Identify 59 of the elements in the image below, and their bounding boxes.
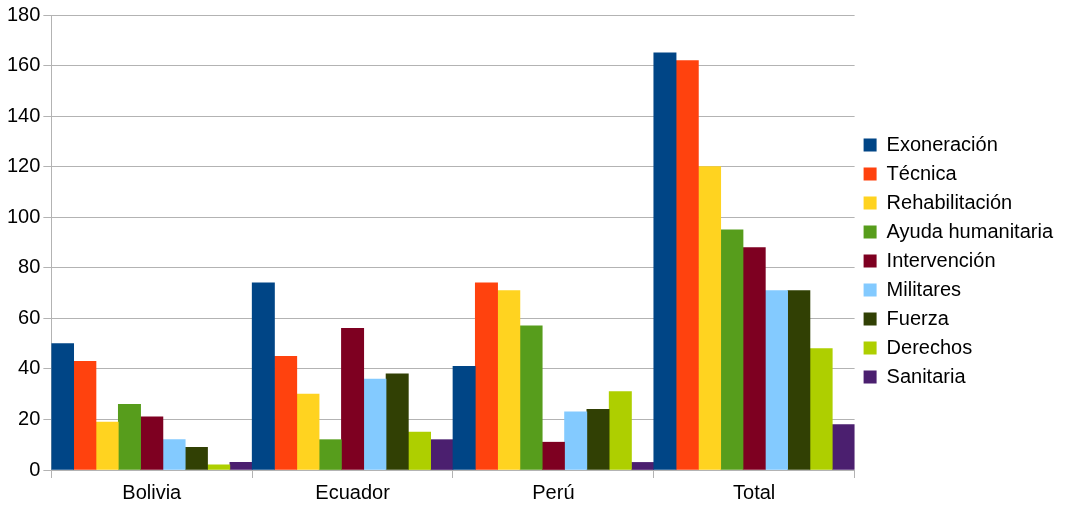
bar [229, 462, 253, 470]
bar [653, 52, 677, 470]
bar [184, 446, 208, 470]
legend-label: Rehabilitación [886, 190, 1013, 213]
bar [474, 282, 498, 470]
x-tick-label: Perú [532, 480, 575, 503]
bar [73, 360, 97, 470]
bar [720, 229, 744, 470]
x-tick-label: Total [733, 480, 776, 503]
bar [765, 290, 788, 470]
y-tick-label: 120 [6, 154, 41, 177]
legend-label: Sanitaria [886, 364, 967, 387]
bar [117, 403, 141, 470]
legend-label: Ayuda humanitaria [886, 219, 1054, 242]
legend-label: Militares [886, 277, 962, 300]
legend-label: Derechos [886, 335, 973, 358]
bar [809, 348, 833, 470]
bar [408, 431, 431, 470]
bar [341, 328, 365, 470]
bar [207, 464, 231, 470]
x-tick-label: Bolivia [122, 480, 183, 503]
bar [698, 166, 722, 470]
bar [497, 290, 521, 470]
x-tick-label: Ecuador [315, 480, 391, 503]
bar [140, 416, 164, 470]
bar [742, 247, 766, 470]
legend-label: Exoneración [886, 132, 998, 155]
y-tick-label: 180 [6, 2, 41, 25]
y-tick-label: 160 [6, 53, 41, 76]
bar [95, 421, 119, 470]
legend-label: Fuerza [886, 306, 950, 329]
y-tick-label: 100 [6, 204, 41, 227]
bar [541, 441, 565, 470]
bar [564, 411, 588, 470]
y-tick-label: 0 [29, 457, 41, 480]
bar [831, 424, 855, 470]
y-tick-label: 40 [18, 356, 41, 379]
bar [363, 378, 387, 470]
bar [586, 409, 610, 470]
bar [251, 282, 275, 470]
bar [296, 393, 320, 470]
bar [631, 462, 655, 470]
bar [608, 391, 632, 470]
bar [162, 439, 186, 470]
bar [274, 355, 298, 470]
bar [51, 343, 75, 470]
y-tick-label: 80 [18, 255, 41, 278]
bar [318, 439, 342, 470]
bar [385, 373, 409, 470]
legend-label: Intervención [886, 248, 996, 271]
y-tick-label: 20 [18, 406, 41, 429]
bar [430, 439, 454, 470]
bar [452, 366, 476, 470]
y-tick-label: 140 [6, 103, 41, 126]
bar [787, 290, 811, 470]
y-tick-label: 60 [18, 305, 41, 328]
bar [519, 325, 543, 470]
bar [675, 60, 699, 470]
legend-label: Técnica [886, 161, 958, 184]
